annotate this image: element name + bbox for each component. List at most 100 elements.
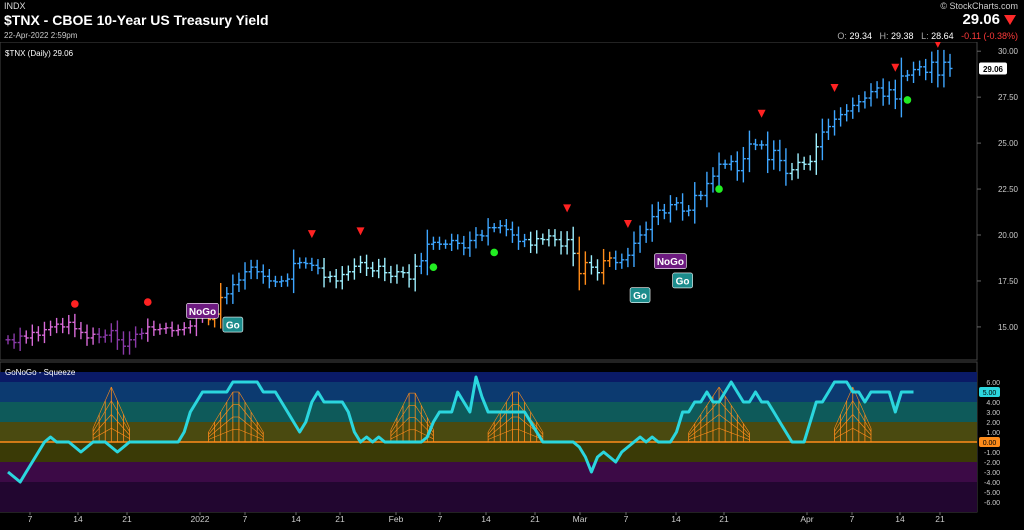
price-bar bbox=[278, 275, 284, 288]
chart-header: INDX $TNX - CBOE 10-Year US Treasury Yie… bbox=[0, 0, 1024, 42]
price-bar bbox=[868, 83, 874, 107]
price-bar bbox=[625, 247, 631, 268]
price-bar bbox=[528, 231, 534, 254]
squeeze-mesh bbox=[858, 400, 866, 415]
squeeze-mesh bbox=[724, 407, 732, 415]
oscillator-axis-label: 1.00 bbox=[986, 430, 1000, 437]
price-bar bbox=[759, 140, 765, 150]
oscillator-band bbox=[0, 382, 977, 402]
nogo-triangle-marker bbox=[307, 230, 316, 239]
price-bar bbox=[692, 182, 698, 224]
chart-area: NoGo Go Go NoGo Go $TNX (Daily) 29.06 GoNoGo … bbox=[0, 42, 1019, 524]
x-axis-label: 7 bbox=[850, 514, 855, 524]
label-box bbox=[654, 253, 687, 269]
nogo-dot-marker bbox=[143, 298, 152, 306]
squeeze-mesh bbox=[238, 404, 246, 413]
price-bar bbox=[333, 269, 339, 289]
price-axis-label: 30.00 bbox=[998, 47, 1019, 56]
nogo-triangle-marker bbox=[356, 227, 365, 236]
squeeze-mesh bbox=[864, 434, 872, 439]
squeeze-mesh bbox=[834, 414, 841, 429]
price-bar bbox=[339, 266, 345, 290]
squeeze-mesh bbox=[214, 411, 221, 423]
price-bar bbox=[260, 264, 266, 284]
price-bar bbox=[601, 248, 607, 285]
price-axis-label: 17.50 bbox=[998, 277, 1019, 286]
price-bar bbox=[649, 204, 655, 242]
price-bar bbox=[631, 231, 637, 267]
price-bar bbox=[400, 266, 406, 278]
squeeze-mesh bbox=[123, 434, 130, 439]
squeeze-mesh bbox=[858, 421, 866, 429]
squeeze-mesh bbox=[724, 418, 732, 424]
squeeze-mesh bbox=[402, 392, 410, 406]
squeeze-mesh bbox=[421, 414, 428, 424]
price-bar bbox=[418, 252, 424, 275]
price-bar bbox=[874, 81, 880, 99]
x-axis-label: 14 bbox=[291, 514, 301, 524]
x-axis-label: 21 bbox=[719, 514, 729, 524]
squeeze-mesh bbox=[244, 431, 252, 435]
squeeze-mesh bbox=[421, 432, 428, 437]
squeeze-mesh bbox=[111, 414, 118, 422]
squeeze-mesh bbox=[840, 421, 847, 429]
squeeze-mesh bbox=[414, 417, 422, 424]
x-axis-label: 21 bbox=[935, 514, 945, 524]
squeeze-mesh bbox=[99, 431, 106, 436]
last-price-box-label: 29.06 bbox=[983, 65, 1004, 74]
squeeze-mesh bbox=[840, 400, 847, 415]
price-bar bbox=[582, 251, 588, 285]
price-bar bbox=[254, 259, 260, 280]
price-bar bbox=[230, 274, 236, 304]
price-bar bbox=[509, 221, 515, 243]
price-bar bbox=[777, 139, 783, 172]
price-bar bbox=[272, 275, 278, 288]
squeeze-mesh bbox=[493, 411, 501, 423]
price-bar bbox=[558, 231, 564, 255]
nogo-triangle-marker bbox=[757, 109, 766, 118]
price-bar bbox=[880, 78, 886, 106]
squeeze-mesh bbox=[706, 430, 714, 434]
squeeze-mesh bbox=[214, 434, 221, 438]
squeeze-cluster bbox=[487, 391, 544, 442]
price-bar bbox=[655, 201, 661, 226]
squeeze-mesh bbox=[111, 400, 118, 412]
price-axis-label: 22.50 bbox=[998, 185, 1019, 194]
price-bar bbox=[935, 49, 941, 88]
oscillator-axis-label: 6.00 bbox=[986, 380, 1000, 387]
squeeze-mesh bbox=[250, 434, 258, 438]
squeeze-mesh bbox=[220, 401, 228, 413]
price-bar bbox=[120, 331, 126, 355]
squeeze-mesh bbox=[494, 426, 501, 433]
squeeze-mesh bbox=[421, 423, 428, 430]
price-bar bbox=[364, 254, 370, 276]
label-box bbox=[672, 272, 693, 289]
squeeze-mesh bbox=[694, 434, 701, 438]
price-bar bbox=[327, 271, 333, 283]
squeeze-mesh bbox=[220, 421, 227, 428]
x-axis-label: 14 bbox=[671, 514, 681, 524]
price-bar bbox=[303, 257, 309, 269]
squeeze-mesh bbox=[518, 429, 525, 433]
oscillator-last-label: 5.00 bbox=[983, 390, 997, 397]
price-bar bbox=[728, 155, 734, 171]
price-bar bbox=[23, 330, 29, 344]
squeeze-mesh bbox=[530, 411, 537, 423]
price-bar bbox=[309, 257, 315, 272]
high-value: 29.38 bbox=[891, 31, 914, 41]
price-bar bbox=[436, 236, 442, 250]
squeeze-mesh bbox=[487, 421, 495, 433]
squeeze-mesh bbox=[208, 426, 215, 435]
go-label: Go bbox=[222, 316, 244, 333]
price-bar bbox=[661, 203, 667, 220]
squeeze-mesh bbox=[214, 419, 221, 428]
squeeze-mesh bbox=[238, 416, 246, 423]
price-bar bbox=[5, 335, 11, 345]
squeeze-mesh bbox=[688, 423, 695, 433]
price-bar bbox=[443, 239, 449, 249]
price-bar bbox=[175, 324, 181, 336]
index-label: INDX bbox=[4, 1, 26, 11]
price-bar bbox=[923, 58, 929, 81]
price-bar bbox=[78, 321, 84, 340]
squeeze-mesh bbox=[226, 404, 234, 413]
